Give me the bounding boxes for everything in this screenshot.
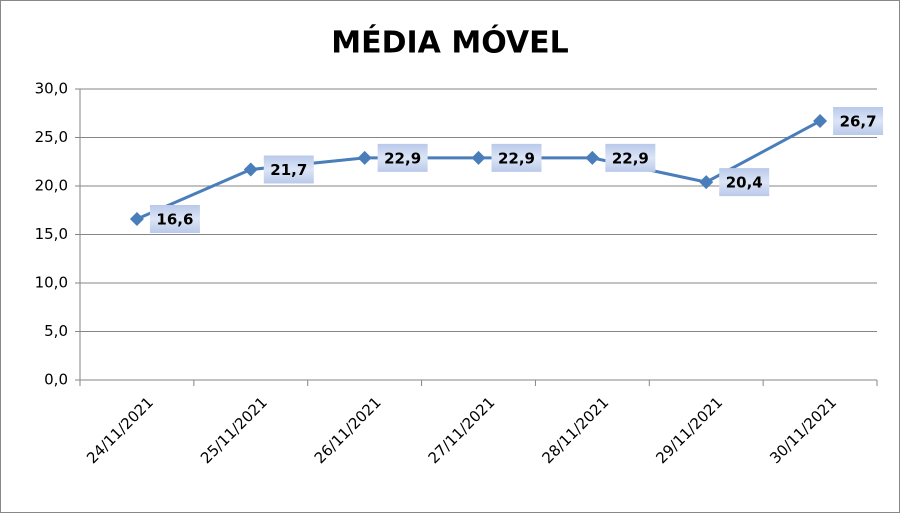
label-box [491,143,542,172]
y-tick-label: 0,0 [44,371,68,389]
marker [699,175,714,190]
data-label: 20,4 [726,174,763,192]
data-label: 21,7 [270,161,307,179]
data-label: 22,9 [384,149,421,167]
marker [357,150,372,165]
marker [129,211,144,226]
chart-title: MÉDIA MÓVEL [331,24,568,61]
label-box [377,143,428,172]
label-box [833,107,884,136]
label-box [263,155,314,184]
y-tick-label: 15,0 [35,225,68,243]
label-box [149,204,200,233]
marker [471,150,486,165]
label-box [605,143,656,172]
marker [813,114,828,129]
data-label: 26,7 [840,113,877,131]
label-box [719,168,770,197]
y-tick-label: 10,0 [35,274,68,292]
y-tick-label: 20,0 [35,177,68,195]
data-label: 22,9 [498,149,535,167]
data-label: 22,9 [612,149,649,167]
marker [243,162,258,177]
y-tick-label: 5,0 [44,322,68,340]
marker [585,150,600,165]
y-tick-label: 30,0 [35,80,68,98]
data-label: 16,6 [156,210,193,228]
y-tick-label: 25,0 [35,128,68,146]
